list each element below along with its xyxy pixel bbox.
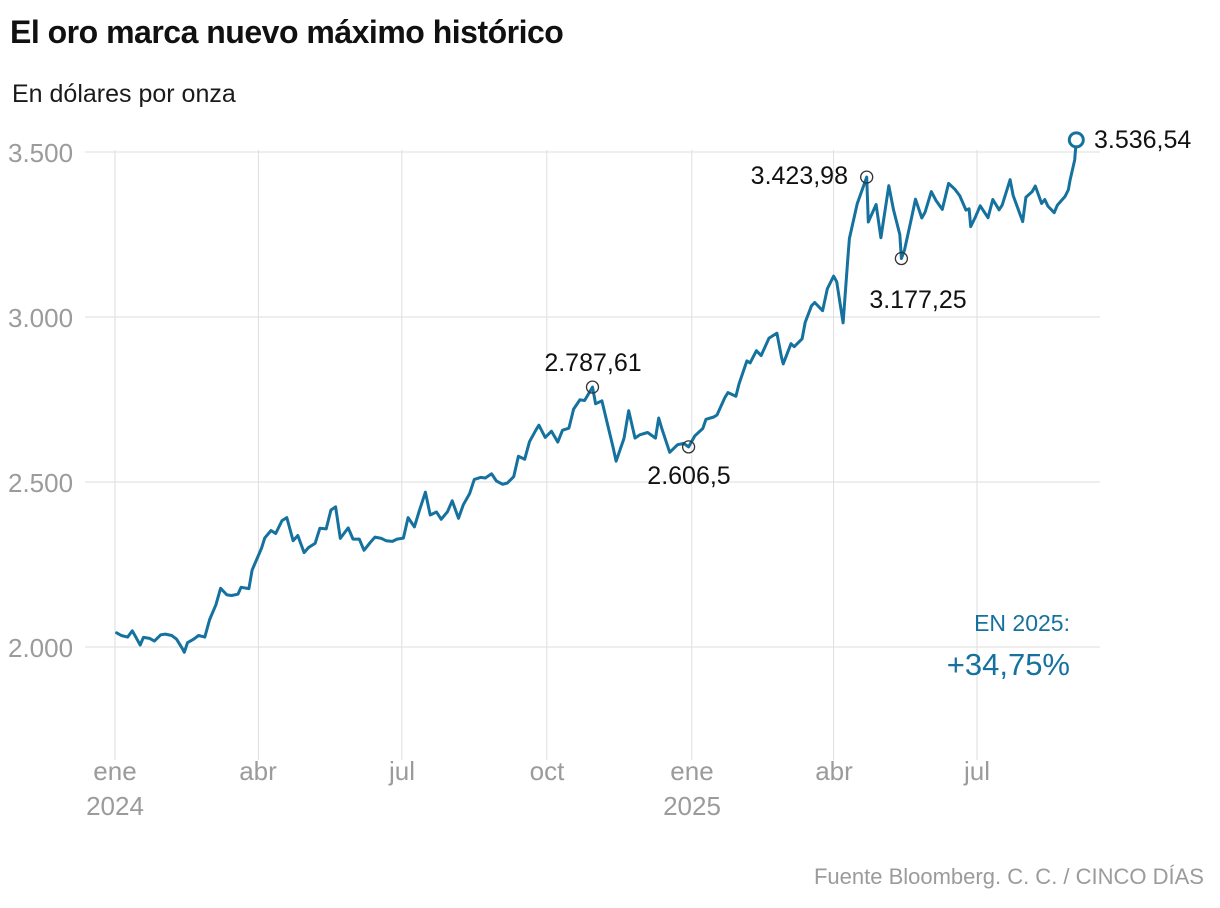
end-point-marker — [1067, 131, 1085, 149]
ytd-highlight: EN 2025: +34,75% — [946, 610, 1070, 682]
source-credit: Fuente Bloomberg. C. C. / CINCO DÍAS — [813, 864, 1204, 889]
annotation-peak-apr-2025: 3.423,98 — [750, 162, 848, 190]
page-subtitle: En dólares por onza — [12, 80, 236, 108]
x-tick-label: jul — [389, 758, 415, 784]
x-tick-label: ene 2024 — [86, 758, 144, 819]
y-tick-label: 2.000 — [8, 633, 74, 663]
y-tick-label: 3.500 — [8, 138, 74, 168]
x-tick-month: jul — [963, 756, 991, 786]
x-tick-label: oct — [530, 758, 565, 784]
x-tick-month: ene — [670, 756, 714, 786]
x-tick-label: jul — [964, 758, 990, 784]
x-tick-month: ene — [93, 756, 137, 786]
annotation-marker — [681, 440, 696, 454]
y-tick-label: 3.000 — [8, 303, 74, 333]
x-tick-year: 2025 — [663, 791, 721, 821]
annotation-peak-oct-2024: 2.787,61 — [544, 349, 642, 377]
annotation-latest-value: 3.536,54 — [1094, 126, 1192, 154]
price-line — [115, 138, 1078, 654]
y-tick-label: 2.500 — [8, 468, 74, 498]
annotation-marker — [860, 170, 874, 184]
annotation-marker — [894, 251, 909, 266]
x-tick-month: abr — [239, 756, 277, 786]
x-tick-label: abr — [239, 758, 277, 784]
ytd-highlight-value: +34,75% — [946, 647, 1070, 682]
x-tick-year: 2024 — [86, 791, 144, 821]
annotation-marker — [585, 380, 600, 394]
annotation-low-may-2025: 3.177,25 — [869, 286, 967, 314]
x-tick-label: ene 2025 — [663, 758, 721, 819]
x-tick-month: abr — [815, 756, 853, 786]
x-tick-month: jul — [388, 756, 416, 786]
annotation-low-dec-2024: 2.606,5 — [647, 462, 731, 490]
x-tick-label: abr — [815, 758, 853, 784]
ytd-highlight-label: EN 2025: — [974, 610, 1070, 636]
page-title: El oro marca nuevo máximo histórico — [10, 14, 564, 50]
x-tick-month: oct — [529, 756, 565, 786]
